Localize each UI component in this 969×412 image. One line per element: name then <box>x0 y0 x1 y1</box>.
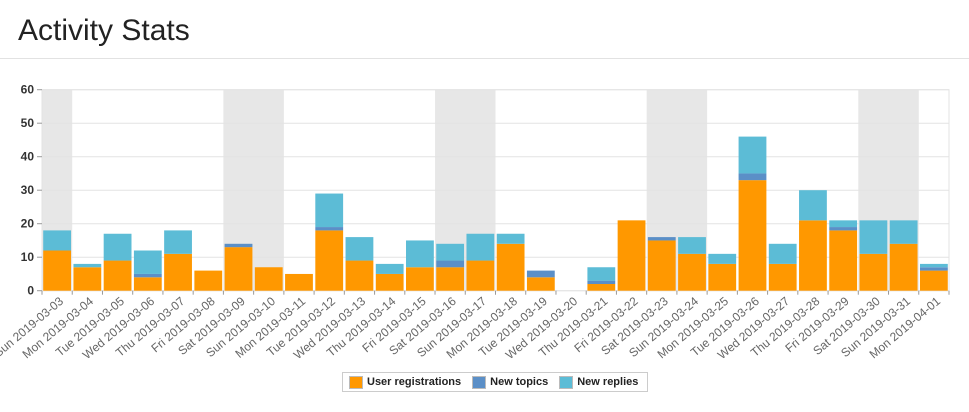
svg-text:40: 40 <box>21 150 35 164</box>
svg-text:30: 30 <box>21 183 35 197</box>
svg-text:20: 20 <box>21 217 35 231</box>
svg-text:60: 60 <box>21 83 35 97</box>
svg-text:10: 10 <box>21 250 35 264</box>
svg-text:0: 0 <box>27 284 34 298</box>
svg-text:50: 50 <box>21 116 35 130</box>
